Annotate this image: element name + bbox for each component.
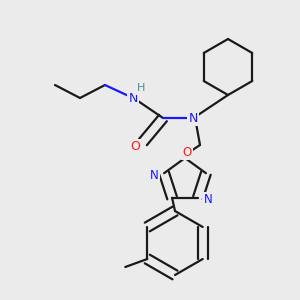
Text: H: H: [137, 83, 145, 93]
Text: O: O: [182, 146, 192, 158]
Text: O: O: [130, 140, 140, 154]
Text: N: N: [204, 193, 212, 206]
Text: N: N: [150, 169, 158, 182]
Text: N: N: [188, 112, 198, 124]
Text: N: N: [128, 92, 138, 104]
